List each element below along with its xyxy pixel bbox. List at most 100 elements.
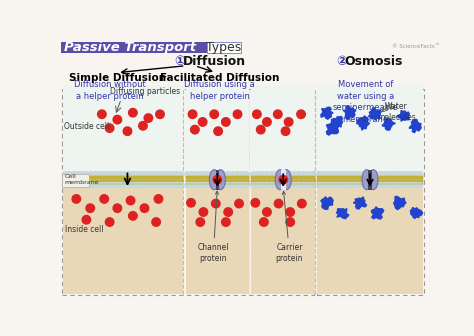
Circle shape: [208, 172, 213, 177]
Circle shape: [148, 182, 154, 188]
Circle shape: [383, 182, 388, 188]
Circle shape: [273, 172, 279, 177]
Circle shape: [211, 199, 220, 208]
Circle shape: [369, 182, 374, 188]
Text: Cell
membrane: Cell membrane: [64, 174, 99, 185]
Circle shape: [170, 172, 175, 177]
Text: Facilitated Diffusion: Facilitated Diffusion: [160, 74, 279, 83]
Circle shape: [105, 124, 114, 132]
Circle shape: [409, 172, 414, 177]
Circle shape: [135, 182, 141, 188]
Circle shape: [338, 172, 344, 177]
Circle shape: [67, 172, 72, 177]
Circle shape: [75, 182, 81, 188]
Circle shape: [338, 182, 344, 188]
Circle shape: [152, 218, 160, 226]
Text: Water
molecules: Water molecules: [377, 102, 416, 122]
Circle shape: [126, 196, 135, 205]
Circle shape: [226, 182, 231, 188]
Bar: [186, 188, 249, 294]
Circle shape: [343, 172, 348, 177]
Circle shape: [139, 182, 145, 188]
Circle shape: [297, 110, 305, 119]
Polygon shape: [368, 107, 381, 120]
Text: ® ScienceFacts™: ® ScienceFacts™: [392, 44, 441, 49]
Circle shape: [212, 182, 218, 188]
Circle shape: [194, 182, 199, 188]
Circle shape: [352, 182, 357, 188]
Bar: [317, 85, 423, 171]
Circle shape: [325, 172, 331, 177]
Circle shape: [101, 172, 106, 177]
Text: Diffusing particles: Diffusing particles: [109, 87, 180, 96]
Circle shape: [97, 182, 102, 188]
Ellipse shape: [369, 170, 378, 190]
Circle shape: [235, 182, 240, 188]
Polygon shape: [357, 116, 370, 130]
Bar: [63, 176, 183, 183]
Text: Outside cell: Outside cell: [64, 122, 109, 131]
Circle shape: [84, 172, 89, 177]
Text: Inside cell: Inside cell: [64, 225, 103, 234]
Circle shape: [296, 172, 301, 177]
Circle shape: [255, 172, 261, 177]
Circle shape: [196, 218, 205, 226]
Circle shape: [174, 172, 179, 177]
Bar: [251, 176, 315, 183]
Circle shape: [317, 182, 322, 188]
Polygon shape: [394, 197, 406, 210]
Polygon shape: [372, 207, 383, 219]
Circle shape: [317, 172, 322, 177]
Circle shape: [283, 182, 288, 188]
Polygon shape: [353, 197, 367, 209]
Text: ②: ②: [336, 55, 346, 69]
Circle shape: [360, 182, 366, 188]
Circle shape: [153, 172, 158, 177]
Circle shape: [369, 172, 374, 177]
Circle shape: [281, 127, 290, 135]
Circle shape: [347, 182, 353, 188]
Circle shape: [165, 172, 171, 177]
Bar: [186, 176, 249, 183]
Circle shape: [189, 182, 195, 188]
Circle shape: [305, 172, 310, 177]
Ellipse shape: [216, 170, 225, 190]
Circle shape: [123, 127, 132, 135]
Circle shape: [140, 204, 149, 212]
Circle shape: [365, 182, 370, 188]
Text: Diffusion: Diffusion: [182, 55, 246, 69]
Circle shape: [263, 118, 271, 126]
Bar: [63, 85, 183, 171]
Circle shape: [187, 199, 195, 207]
Circle shape: [75, 172, 81, 177]
Ellipse shape: [210, 170, 219, 190]
Bar: [281, 170, 285, 190]
Circle shape: [222, 118, 230, 126]
Circle shape: [239, 182, 245, 188]
Circle shape: [144, 182, 149, 188]
Circle shape: [409, 182, 414, 188]
Circle shape: [109, 172, 115, 177]
Circle shape: [88, 182, 93, 188]
Polygon shape: [321, 197, 333, 209]
Circle shape: [157, 182, 162, 188]
Circle shape: [127, 182, 132, 188]
Circle shape: [325, 182, 331, 188]
Circle shape: [80, 172, 85, 177]
Circle shape: [127, 172, 132, 177]
Circle shape: [321, 172, 327, 177]
Circle shape: [418, 182, 423, 188]
Circle shape: [264, 182, 270, 188]
Circle shape: [80, 182, 85, 188]
Circle shape: [301, 182, 306, 188]
Circle shape: [378, 182, 383, 188]
Circle shape: [400, 172, 405, 177]
Circle shape: [157, 172, 162, 177]
Circle shape: [203, 182, 209, 188]
Circle shape: [334, 172, 339, 177]
Circle shape: [230, 172, 236, 177]
Circle shape: [224, 208, 232, 216]
Circle shape: [305, 182, 310, 188]
Circle shape: [396, 172, 401, 177]
Circle shape: [383, 172, 388, 177]
